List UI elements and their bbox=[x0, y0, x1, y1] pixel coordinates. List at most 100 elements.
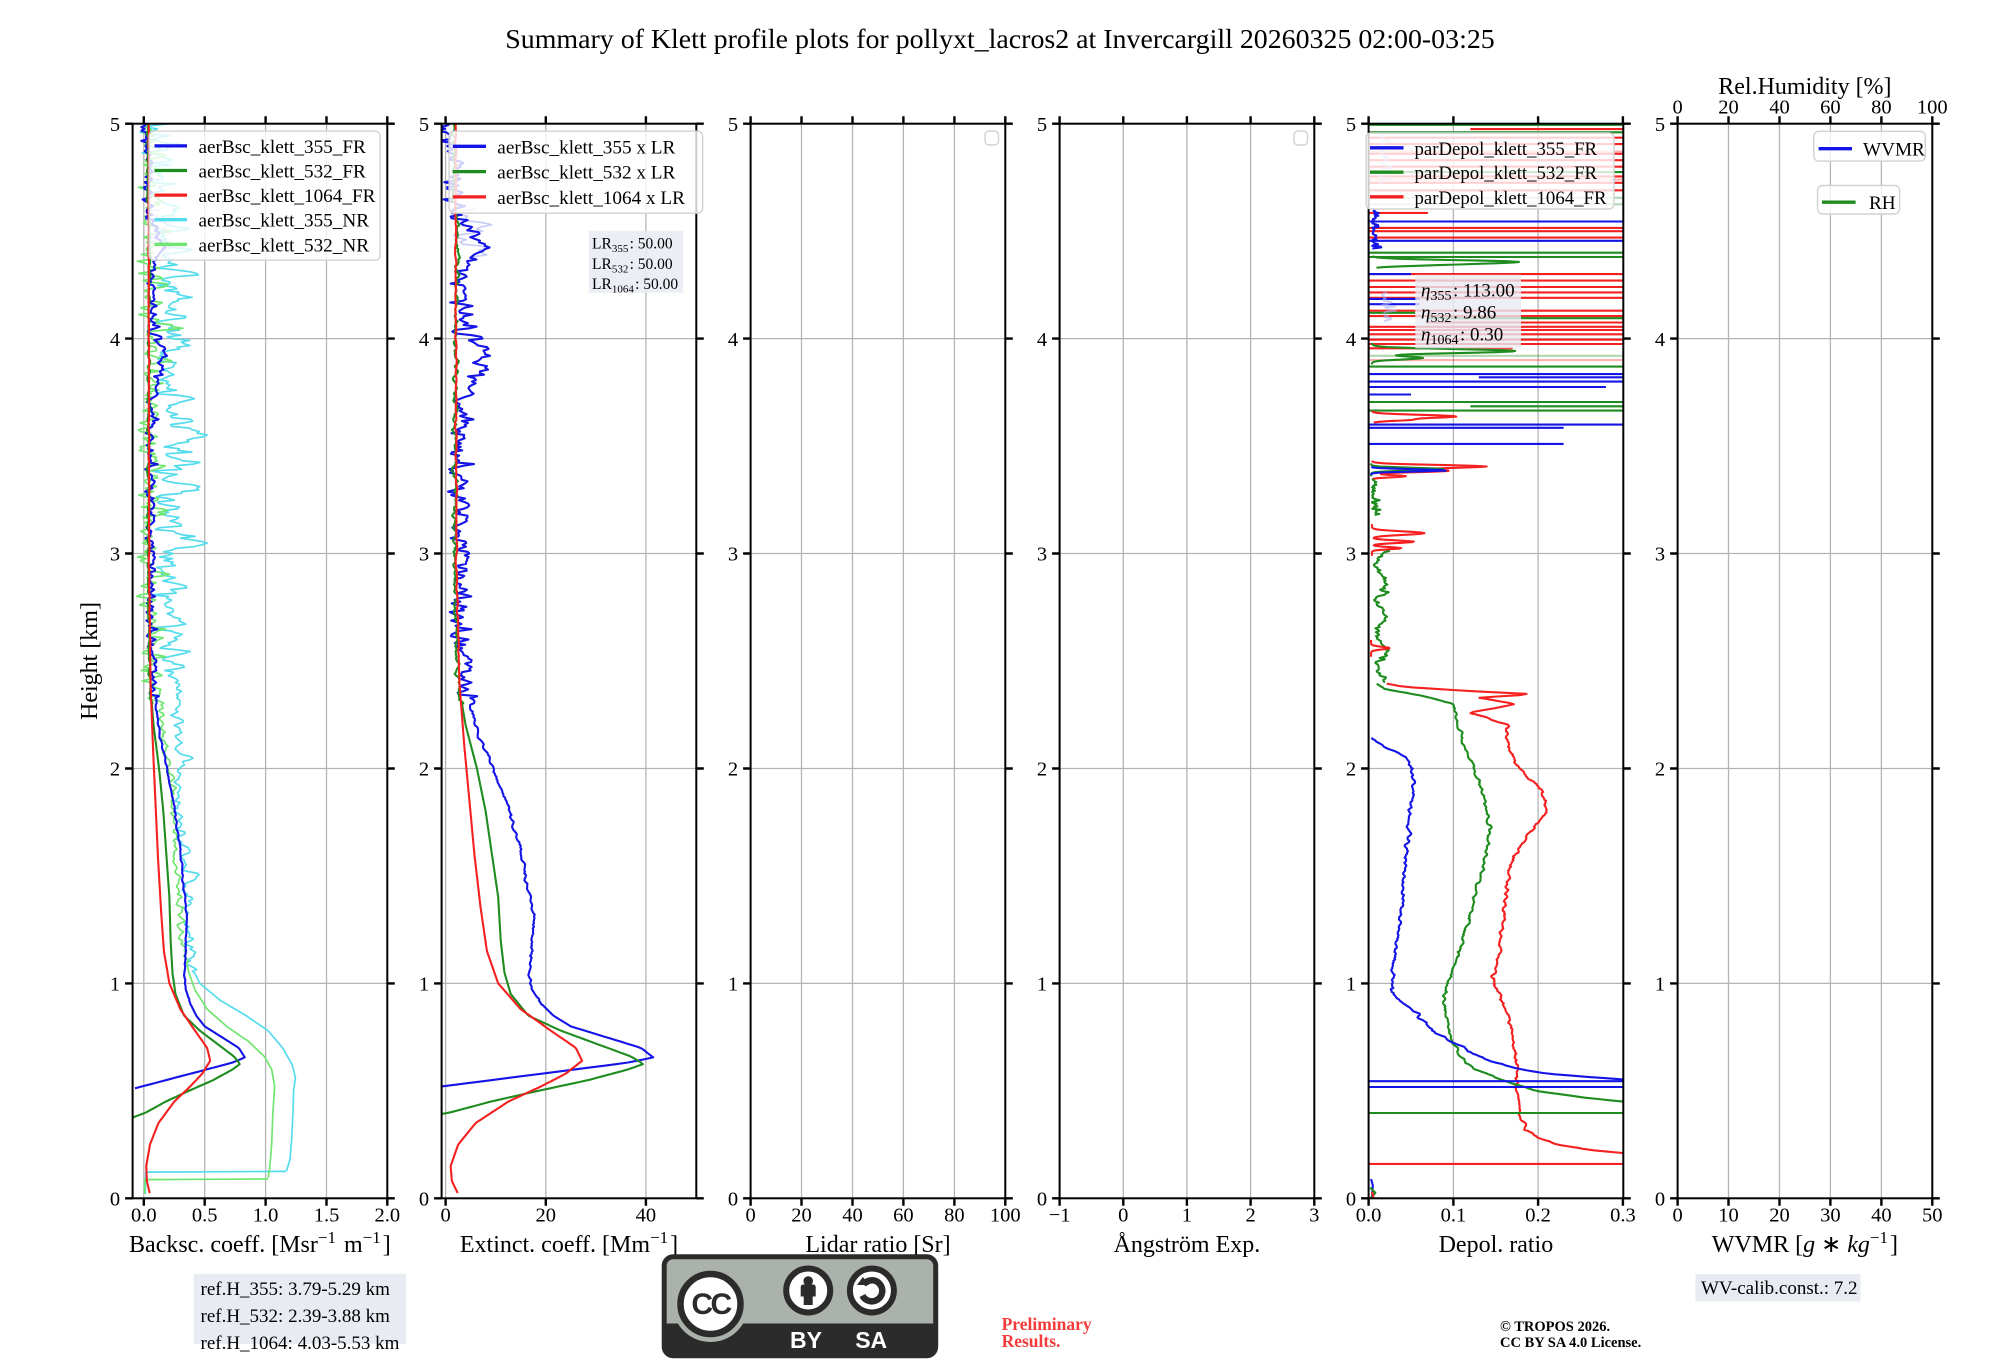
svg-text:0.5: 0.5 bbox=[192, 1205, 218, 1227]
svg-text:2: 2 bbox=[728, 759, 738, 781]
svg-text:10: 10 bbox=[1718, 1205, 1739, 1227]
svg-text:1: 1 bbox=[728, 974, 738, 996]
svg-text:parDepol_klett_532_FR: parDepol_klett_532_FR bbox=[1415, 163, 1598, 184]
svg-text:Results.: Results. bbox=[1002, 1331, 1061, 1351]
svg-text:parDepol_klett_355_FR: parDepol_klett_355_FR bbox=[1415, 139, 1598, 160]
svg-text:2: 2 bbox=[1245, 1205, 1255, 1227]
svg-text:40: 40 bbox=[1769, 97, 1790, 119]
svg-text:0: 0 bbox=[1037, 1189, 1047, 1211]
svg-text:40: 40 bbox=[636, 1205, 657, 1227]
svg-text:100: 100 bbox=[990, 1205, 1021, 1227]
svg-text:0: 0 bbox=[1672, 97, 1682, 119]
svg-text:1: 1 bbox=[1655, 974, 1665, 996]
svg-text:20: 20 bbox=[536, 1205, 557, 1227]
svg-text:Depol. ratio: Depol. ratio bbox=[1439, 1232, 1554, 1258]
svg-text:ref.H_1064: 4.03-5.53 km: ref.H_1064: 4.03-5.53 km bbox=[201, 1333, 400, 1354]
svg-text:3: 3 bbox=[110, 544, 120, 566]
svg-text:0.0: 0.0 bbox=[131, 1205, 157, 1227]
svg-text:2: 2 bbox=[419, 759, 429, 781]
svg-text:4: 4 bbox=[110, 329, 120, 351]
svg-text:η532 : 9.86: η532 : 9.86 bbox=[1421, 303, 1496, 327]
svg-text:4: 4 bbox=[1655, 329, 1665, 351]
svg-text:60: 60 bbox=[893, 1205, 914, 1227]
svg-text:0: 0 bbox=[1672, 1205, 1682, 1227]
svg-text:5: 5 bbox=[419, 114, 429, 136]
svg-text:Preliminary: Preliminary bbox=[1002, 1314, 1092, 1334]
svg-text:WV-calib.const.: 7.2: WV-calib.const.: 7.2 bbox=[1701, 1278, 1858, 1299]
svg-text:3: 3 bbox=[1655, 544, 1665, 566]
svg-text:aerBsc_klett_1064 x LR: aerBsc_klett_1064 x LR bbox=[497, 188, 685, 209]
svg-text:3: 3 bbox=[728, 544, 738, 566]
svg-text:2.0: 2.0 bbox=[374, 1205, 400, 1227]
svg-text:0: 0 bbox=[1118, 1205, 1128, 1227]
svg-text:0.1: 0.1 bbox=[1441, 1205, 1467, 1227]
svg-text:ref.H_355: 3.79-5.29 km: ref.H_355: 3.79-5.29 km bbox=[201, 1279, 391, 1300]
svg-text:4: 4 bbox=[1346, 329, 1356, 351]
svg-text:RH: RH bbox=[1869, 193, 1896, 214]
svg-text:5: 5 bbox=[110, 114, 120, 136]
svg-text:4: 4 bbox=[1037, 329, 1047, 351]
svg-text:20: 20 bbox=[791, 1205, 812, 1227]
svg-text:0.3: 0.3 bbox=[1610, 1205, 1636, 1227]
svg-text:5: 5 bbox=[1655, 114, 1665, 136]
svg-text:aerBsc_klett_355_NR: aerBsc_klett_355_NR bbox=[199, 211, 370, 232]
svg-text:SA: SA bbox=[855, 1327, 887, 1353]
svg-text:0: 0 bbox=[110, 1189, 120, 1211]
svg-text:Rel.Humidity [%]: Rel.Humidity [%] bbox=[1718, 74, 1891, 100]
svg-text:η355 : 113.00: η355 : 113.00 bbox=[1421, 281, 1515, 305]
svg-text:1: 1 bbox=[110, 974, 120, 996]
svg-text:LR355 : 50.00: LR355 : 50.00 bbox=[592, 236, 673, 256]
svg-text:3: 3 bbox=[1309, 1205, 1319, 1227]
svg-text:80: 80 bbox=[1871, 97, 1892, 119]
svg-text:2: 2 bbox=[1346, 759, 1356, 781]
svg-text:η1064 : 0.30: η1064 : 0.30 bbox=[1421, 325, 1503, 349]
svg-text:80: 80 bbox=[944, 1205, 965, 1227]
svg-text:2: 2 bbox=[110, 759, 120, 781]
svg-text:Backsc. coeff. [Msr−1 m−1 ]: Backsc. coeff. [Msr−1 m−1 ] bbox=[129, 1228, 391, 1258]
svg-text:3: 3 bbox=[1037, 544, 1047, 566]
svg-text:3: 3 bbox=[419, 544, 429, 566]
svg-text:0.0: 0.0 bbox=[1356, 1205, 1382, 1227]
svg-text:ref.H_532: 2.39-3.88 km: ref.H_532: 2.39-3.88 km bbox=[201, 1306, 391, 1327]
svg-text:100: 100 bbox=[1917, 97, 1948, 119]
svg-text:aerBsc_klett_532 x LR: aerBsc_klett_532 x LR bbox=[497, 163, 675, 184]
svg-text:1.5: 1.5 bbox=[314, 1205, 340, 1227]
svg-text:0: 0 bbox=[1655, 1189, 1665, 1211]
svg-text:1: 1 bbox=[1346, 974, 1356, 996]
svg-text:30: 30 bbox=[1820, 1205, 1841, 1227]
svg-text:60: 60 bbox=[1820, 97, 1841, 119]
svg-text:Height [km]: Height [km] bbox=[77, 602, 103, 720]
svg-text:WVMR [g ∗ kg−1 ]: WVMR [g ∗ kg−1 ] bbox=[1712, 1228, 1898, 1258]
svg-text:4: 4 bbox=[419, 329, 429, 351]
svg-text:0: 0 bbox=[419, 1189, 429, 1211]
svg-text:aerBsc_klett_1064_FR: aerBsc_klett_1064_FR bbox=[199, 186, 376, 207]
svg-text:1: 1 bbox=[1182, 1205, 1192, 1227]
svg-text:3: 3 bbox=[1346, 544, 1356, 566]
svg-text:2: 2 bbox=[1037, 759, 1047, 781]
svg-text:4: 4 bbox=[728, 329, 738, 351]
svg-text:20: 20 bbox=[1718, 97, 1739, 119]
svg-text:Summary of Klett profile plots: Summary of Klett profile plots for polly… bbox=[505, 24, 1494, 55]
svg-text:1: 1 bbox=[1037, 974, 1047, 996]
svg-text:1.0: 1.0 bbox=[253, 1205, 279, 1227]
svg-text:40: 40 bbox=[842, 1205, 863, 1227]
svg-text:Ångström Exp.: Ångström Exp. bbox=[1114, 1232, 1261, 1258]
svg-text:2: 2 bbox=[1655, 759, 1665, 781]
svg-text:−1: −1 bbox=[1049, 1205, 1071, 1227]
svg-text:50: 50 bbox=[1922, 1205, 1943, 1227]
svg-text:aerBsc_klett_532_FR: aerBsc_klett_532_FR bbox=[199, 162, 367, 183]
svg-text:parDepol_klett_1064_FR: parDepol_klett_1064_FR bbox=[1415, 188, 1607, 209]
svg-text:BY: BY bbox=[790, 1327, 822, 1353]
svg-text:20: 20 bbox=[1769, 1205, 1790, 1227]
svg-text:1: 1 bbox=[419, 974, 429, 996]
svg-text:Lidar ratio [Sr]: Lidar ratio [Sr] bbox=[805, 1232, 950, 1258]
svg-text:CC BY SA 4.0 License.: CC BY SA 4.0 License. bbox=[1500, 1335, 1641, 1351]
svg-text:aerBsc_klett_355 x LR: aerBsc_klett_355 x LR bbox=[497, 137, 675, 158]
svg-text:Extinct. coeff. [Mm−1 ]: Extinct. coeff. [Mm−1 ] bbox=[460, 1228, 678, 1258]
svg-text:WVMR: WVMR bbox=[1863, 140, 1925, 161]
svg-text:0: 0 bbox=[745, 1205, 755, 1227]
svg-text:© TROPOS 2026.: © TROPOS 2026. bbox=[1500, 1319, 1610, 1335]
svg-text:5: 5 bbox=[1037, 114, 1047, 136]
svg-text:5: 5 bbox=[1346, 114, 1356, 136]
svg-text:CC: CC bbox=[691, 1288, 731, 1321]
